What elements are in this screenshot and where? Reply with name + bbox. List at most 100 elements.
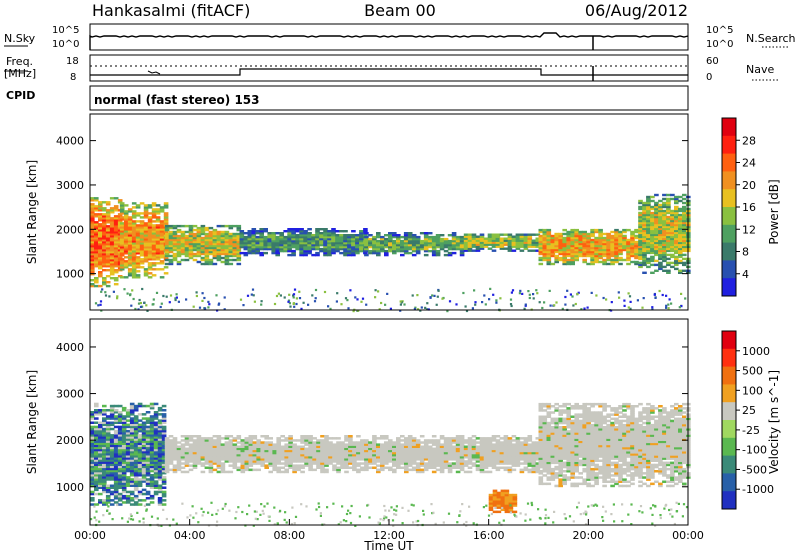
heatmap-cell <box>598 248 603 252</box>
heatmap-cell <box>503 460 509 463</box>
heatmap-cell <box>487 239 493 242</box>
heatmap-cell <box>204 236 210 240</box>
heatmap-cell <box>264 449 269 453</box>
heatmap-cell <box>590 234 595 238</box>
heatmap-cell <box>435 445 441 448</box>
heatmap-cell <box>308 441 313 444</box>
heatmap-cell <box>127 222 133 225</box>
heatmap-cell <box>538 476 544 479</box>
heatmap-cell <box>228 447 234 451</box>
heatmap-cell <box>420 306 423 309</box>
heatmap-cell <box>280 462 285 465</box>
heatmap-cell <box>287 247 292 251</box>
heatmap-cell <box>443 441 449 444</box>
heatmap-cell <box>515 460 521 463</box>
heatmap-cell <box>105 255 111 258</box>
heatmap-cell <box>121 446 127 450</box>
heatmap-cell <box>131 240 137 243</box>
heatmap-cell <box>188 238 194 242</box>
heatmap-cell <box>542 256 548 260</box>
heatmap-cell <box>507 458 513 461</box>
heatmap-cell <box>319 228 324 231</box>
heatmap-cell <box>503 239 509 242</box>
heatmap-cell <box>90 467 95 471</box>
heatmap-cell <box>90 446 95 450</box>
heatmap-cell <box>291 234 296 237</box>
heatmap-cell <box>332 464 337 467</box>
heatmap-cell <box>542 258 548 262</box>
heatmap-cell <box>109 450 115 454</box>
heatmap-cell <box>650 247 655 251</box>
heatmap-cell <box>400 453 405 457</box>
heatmap-cell <box>598 236 603 240</box>
heatmap-cell <box>523 307 526 310</box>
heatmap-cell <box>332 466 337 469</box>
heatmap-cell <box>159 246 165 249</box>
heatmap-cell <box>411 445 417 448</box>
heatmap-cell <box>426 302 429 305</box>
heatmap-cell <box>141 459 147 462</box>
heatmap-cell <box>105 257 111 260</box>
heatmap-cell <box>246 294 250 297</box>
heatmap-cell <box>192 228 198 232</box>
heatmap-cell <box>546 262 552 266</box>
heatmap-cell <box>268 445 273 448</box>
heatmap-cell <box>94 438 99 441</box>
heatmap-cell <box>642 241 647 245</box>
heatmap-cell <box>216 258 222 262</box>
heatmap-cell <box>467 237 473 240</box>
heatmap-cell <box>451 437 457 440</box>
heatmap-cell <box>172 439 178 442</box>
heatmap-cell <box>384 253 389 257</box>
heatmap-cell <box>196 234 202 238</box>
heatmap-cell <box>638 213 643 217</box>
heatmap-cell <box>117 442 123 445</box>
heatmap-cell <box>666 205 671 209</box>
heatmap-cell <box>147 272 153 275</box>
heatmap-cell <box>439 470 445 474</box>
heatmap-cell <box>582 260 587 264</box>
heatmap-cell <box>102 231 107 234</box>
heatmap-cell <box>419 241 425 245</box>
heatmap-cell <box>284 456 289 459</box>
heatmap-cell <box>364 451 369 455</box>
heatmap-cell <box>380 247 385 251</box>
heatmap-cell <box>102 269 107 272</box>
heatmap-cell <box>299 243 304 247</box>
heatmap-cell <box>296 453 301 457</box>
heatmap-cell <box>519 470 525 474</box>
heatmap-cell <box>392 239 397 243</box>
heatmap-cell <box>503 468 509 472</box>
heatmap-cell <box>196 453 202 457</box>
heatmap-cell <box>141 492 147 496</box>
heatmap-cell <box>459 253 465 257</box>
heatmap-cell <box>126 292 129 295</box>
heatmap-cell <box>400 451 405 455</box>
heatmap-cell <box>376 251 381 255</box>
heatmap-cell <box>678 271 683 274</box>
heatmap-cell <box>105 471 111 475</box>
heatmap-cell <box>471 307 474 310</box>
heatmap-cell <box>94 229 99 232</box>
heatmap-cell <box>678 199 683 203</box>
heatmap-cell <box>216 240 222 244</box>
heatmap-cell <box>407 232 413 235</box>
heatmap-cell <box>316 458 321 461</box>
heatmap-cell <box>542 470 548 473</box>
heatmap-cell <box>133 446 139 450</box>
heatmap-cell <box>666 193 671 197</box>
heatmap-cell <box>388 445 393 448</box>
heatmap-cell <box>388 247 393 251</box>
heatmap-cell <box>102 245 107 248</box>
heatmap-cell <box>139 226 145 229</box>
heatmap-cell <box>491 233 497 236</box>
heatmap-cell <box>554 232 559 236</box>
heatmap-cell <box>650 199 655 203</box>
heatmap-cell <box>90 239 95 242</box>
heatmap-cell <box>127 218 133 221</box>
heatmap-cell <box>109 492 115 496</box>
heatmap-cell <box>392 453 397 457</box>
heatmap-cell <box>172 456 178 459</box>
heatmap-cell <box>435 447 441 451</box>
heatmap-cell <box>407 437 413 440</box>
